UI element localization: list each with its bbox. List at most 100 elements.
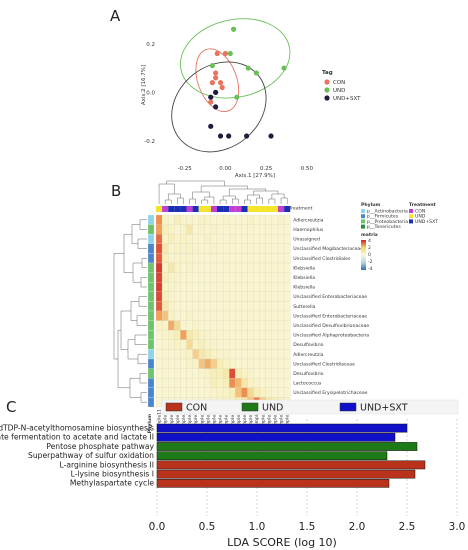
heatmap-cell — [186, 253, 193, 264]
heatmap-cell — [277, 243, 285, 254]
heatmap-cell — [277, 262, 285, 273]
heatmap-cell — [168, 234, 175, 244]
row-label: Desulfovibrio — [293, 342, 323, 348]
heatmap-cell — [155, 272, 163, 283]
heatmap-cell — [168, 339, 175, 350]
heatmap-cell — [247, 301, 254, 312]
colorbar — [361, 240, 366, 270]
heatmap-cell — [265, 291, 273, 302]
heatmap-cell — [253, 262, 260, 273]
heatmap-cell — [174, 378, 181, 388]
heatmap-cell — [198, 243, 205, 254]
phylum-cell — [147, 378, 155, 388]
heatmap-cell — [174, 234, 181, 244]
heatmap-cell — [271, 253, 279, 264]
heatmap-cell — [204, 243, 212, 254]
heatmap-cell — [222, 291, 230, 302]
heatmap-cell — [222, 349, 230, 360]
heatmap-cell — [180, 253, 187, 264]
phylum-cell — [147, 301, 155, 312]
heatmap-cell — [198, 282, 205, 292]
heatmap-cell — [155, 378, 163, 388]
heatmap-cell — [265, 272, 273, 283]
heatmap-cell — [222, 262, 230, 273]
heatmap-cell — [204, 378, 212, 388]
heatmap-cell — [259, 339, 266, 350]
heatmap-cell — [216, 368, 224, 379]
heatmap-cell — [229, 320, 236, 331]
heatmap-cell — [216, 291, 224, 302]
heatmap-cell — [198, 358, 205, 369]
heatmap-cell — [265, 310, 273, 321]
heatmap-cell — [271, 291, 279, 302]
heatmap-cell — [283, 243, 291, 254]
phylum-cell — [147, 397, 155, 408]
heatmap-cell — [259, 234, 266, 244]
heatmap-cell — [180, 368, 187, 379]
heatmap-cell — [253, 272, 260, 283]
heatmap-cell — [174, 253, 181, 264]
column-label: sample23 — [260, 409, 266, 432]
heatmap-cell — [204, 320, 212, 331]
heatmap-cell — [204, 330, 212, 340]
heatmap-cell — [192, 243, 199, 254]
point-und — [230, 26, 237, 32]
heatmap-cell — [155, 291, 163, 302]
heatmap-cell — [168, 291, 175, 302]
heatmap-cell — [271, 378, 279, 388]
heatmap-cell — [180, 330, 187, 340]
heatmap-cell — [259, 282, 266, 292]
heatmap-cell — [259, 330, 266, 340]
point-undsxt — [217, 133, 224, 139]
heatmap-cell — [265, 301, 273, 312]
heatmap-cell — [253, 291, 260, 302]
heatmap-cell — [271, 214, 279, 225]
row-label: Adlercreutzia — [293, 352, 323, 358]
heatmap-cell — [210, 387, 218, 398]
heatmap-cell — [222, 330, 230, 340]
lda-bar-label: Pyruvate fermentation to acetate and lac… — [0, 433, 154, 442]
heatmap-cell — [192, 282, 199, 292]
heatmap-cell — [259, 320, 266, 331]
column-label: sample9 — [254, 409, 260, 429]
heatmap-cell — [198, 378, 205, 388]
heatmap-cell — [216, 320, 224, 331]
phylum-legend-label: p__Tenericutes — [367, 224, 401, 230]
heatmap-cell — [265, 330, 273, 340]
heatmap-cell — [235, 224, 242, 235]
heatmap-cell — [235, 349, 242, 360]
row-label: Unassigned — [293, 237, 320, 243]
heatmap-cell — [235, 358, 242, 369]
point-und — [209, 63, 215, 69]
heatmap-cell — [168, 368, 175, 379]
heatmap-cell — [186, 282, 193, 292]
heatmap-cell — [253, 368, 260, 379]
phylum-legend-label: p__Proteobacteria — [367, 219, 408, 225]
heatmap-cell — [192, 234, 199, 244]
heatmap-cell — [155, 368, 163, 379]
heatmap-cell — [222, 320, 230, 331]
phylum-legend-title: Phylum — [361, 202, 380, 208]
phylum-cell — [147, 368, 155, 379]
heatmap-cell — [204, 387, 212, 398]
treatment-cell — [210, 206, 217, 212]
row-label: Lactococcus — [293, 381, 322, 387]
heatmap-cell — [155, 310, 163, 321]
heatmap-cell — [235, 301, 242, 312]
heatmap-cell — [180, 243, 187, 254]
x-tick-label: 0.50 — [301, 166, 314, 172]
legend-label: CON — [333, 80, 345, 86]
heatmap-cell — [168, 243, 175, 254]
heatmap-cell — [265, 358, 273, 369]
heatmap-cell — [210, 320, 218, 331]
legend-swatch — [241, 402, 259, 412]
heatmap-cell — [235, 378, 242, 388]
heatmap-cell — [229, 234, 236, 244]
heatmap-cell — [247, 368, 254, 379]
lda-legend: CON UND UND+SXT — [161, 399, 459, 415]
heatmap-cell — [186, 349, 193, 360]
heatmap-cell — [161, 234, 169, 244]
heatmap-cell — [283, 282, 291, 292]
heatmap-cell — [155, 320, 163, 331]
y-axis-label: Axis.2 [16.7%] — [141, 65, 147, 105]
